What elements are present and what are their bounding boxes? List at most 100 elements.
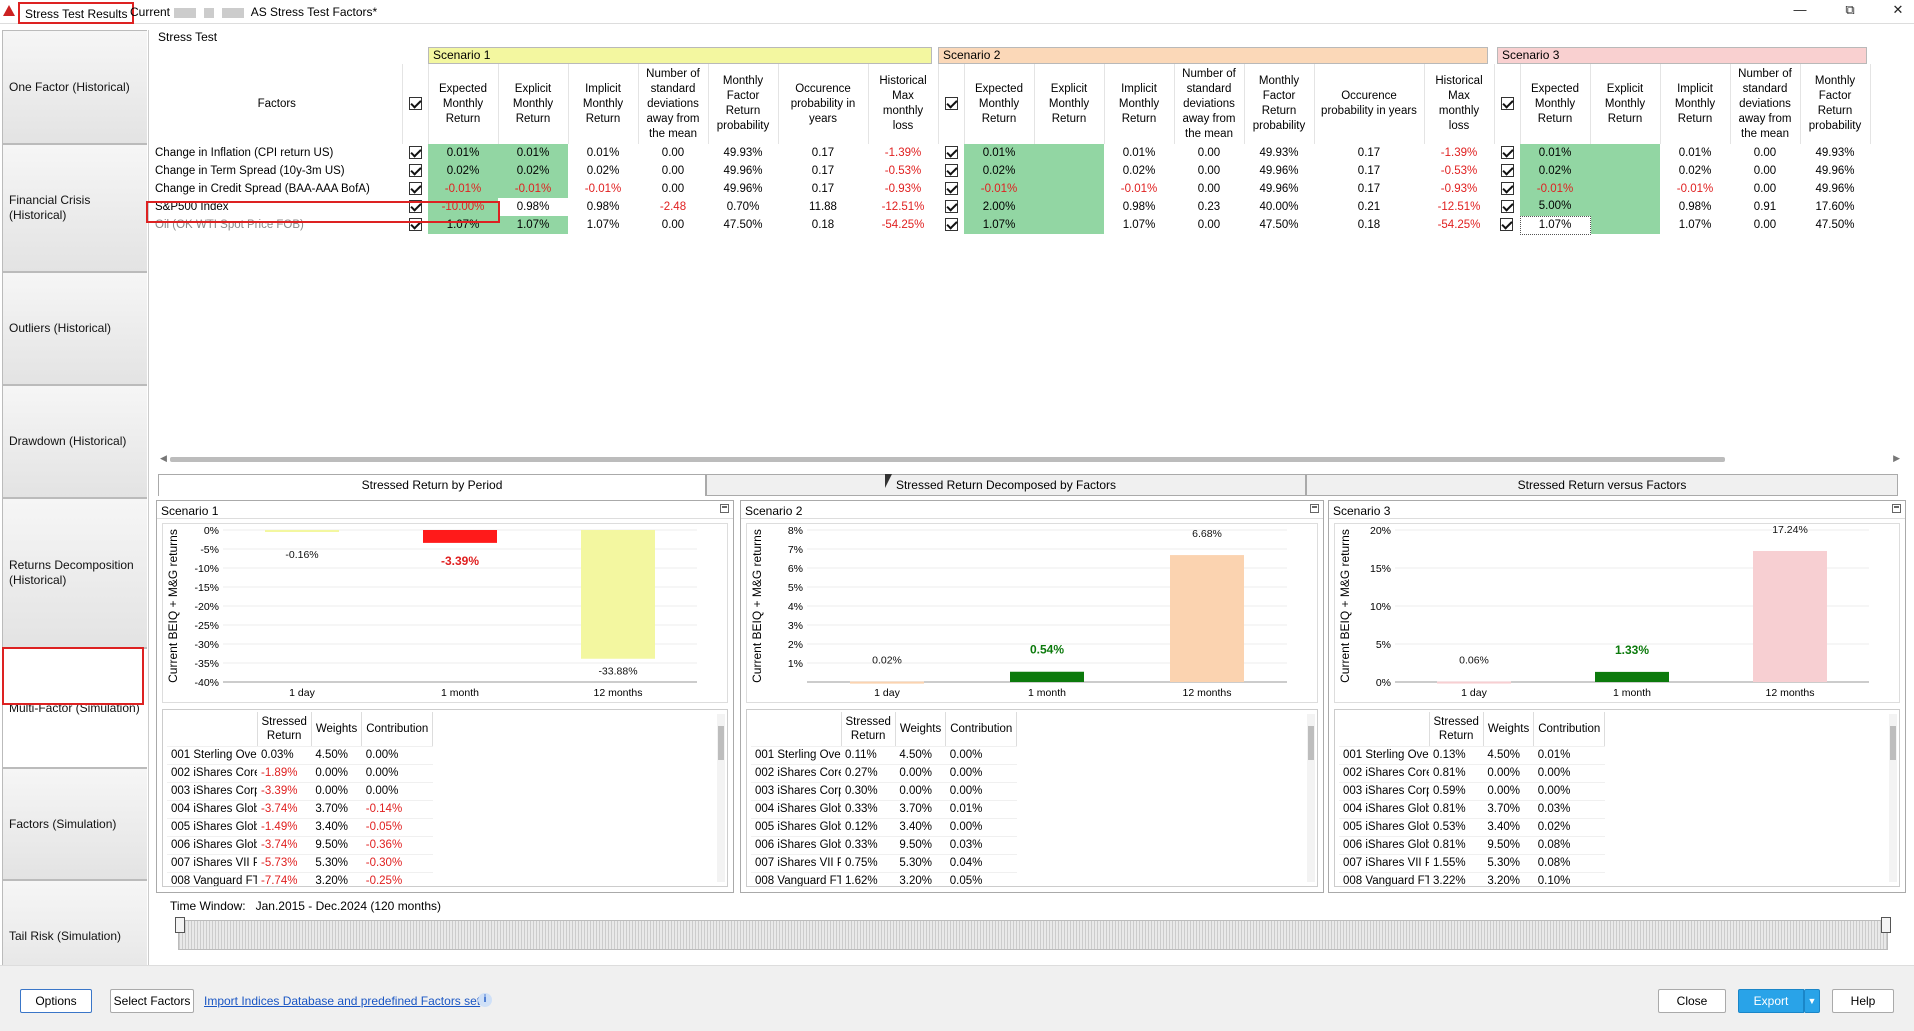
table-row[interactable]: 002 iShares Core U-1.89%0.00%0.00% [167, 764, 433, 783]
table-row[interactable]: 004 iShares Globa 0.81% 3.70% 0.03% [1339, 800, 1605, 819]
factor-row[interactable]: Change in Term Spread (10y-3m US) 0.02% 0.… [152, 162, 1870, 180]
factor-name[interactable]: Oil (OK WTI Spot Price FOB) [155, 218, 304, 231]
scrollbar-thumb[interactable] [170, 457, 1725, 462]
sidebar-item-one-factor[interactable]: One Factor (Historical) [2, 30, 147, 144]
factor-include-checkbox[interactable] [1494, 198, 1520, 216]
select-factors-button[interactable]: Select Factors [110, 989, 194, 1013]
factor-include-checkbox[interactable] [402, 198, 428, 216]
vertical-scrollbar[interactable] [1307, 714, 1315, 882]
scenario-3-cell[interactable]: -0.01% [1520, 180, 1590, 198]
vertical-scrollbar[interactable] [717, 714, 725, 882]
bar-0[interactable] [265, 530, 339, 532]
factor-row[interactable]: S&P500 Index -10.00% 0.98% 0.98% -2.48 0.70% 1… [152, 198, 1870, 216]
table-row[interactable]: 008 Vanguard FTS1.62%3.20%0.05% [751, 872, 1017, 886]
info-icon[interactable]: i [478, 993, 492, 1007]
checkbox-icon[interactable] [1500, 199, 1514, 213]
table-row[interactable]: 005 iShares Globa -1.49% 3.40% -0.05% [167, 818, 433, 837]
table-row[interactable]: 007 iShares VII PL-5.73%5.30%-0.30% [167, 854, 433, 873]
factor-include-checkbox[interactable] [938, 162, 964, 180]
bar-2[interactable] [1753, 550, 1827, 682]
scenario-1-select-all-checkbox[interactable] [402, 64, 429, 144]
factor-include-checkbox[interactable] [402, 216, 428, 234]
table-row[interactable]: 003 iShares Corpo0.59%0.00%0.00% [1339, 782, 1605, 801]
minimize-panel-icon[interactable] [1892, 504, 1901, 513]
help-button[interactable]: Help [1832, 989, 1894, 1013]
checkbox-icon[interactable] [944, 145, 958, 159]
factor-name[interactable]: Change in Inflation (CPI return US) [155, 146, 334, 159]
table-row[interactable]: 005 iShares Globa 0.12% 3.40% 0.00% [751, 818, 1017, 837]
tab-stressed-return-decomposed[interactable]: Stressed Return Decomposed by Factors [706, 474, 1306, 496]
factor-include-checkbox[interactable] [1494, 144, 1520, 162]
bar-1[interactable] [423, 530, 497, 543]
table-row[interactable]: 008 Vanguard FTS-7.74%3.20%-0.25% [167, 872, 433, 886]
options-button[interactable]: Options [20, 989, 92, 1013]
scenario-2-select-all-checkbox[interactable] [938, 64, 965, 144]
table-row[interactable]: 001 Sterling Overn0.11%4.50%0.00% [751, 746, 1017, 765]
factor-row[interactable]: Change in Credit Spread (BAA-AAA BofA) -0… [152, 180, 1870, 198]
time-window-slider[interactable] [175, 917, 1891, 950]
scenario-1-cell[interactable]: 0.98% [516, 200, 550, 213]
scenario-1-cell[interactable]: 1.07% [428, 216, 498, 234]
bar-2[interactable] [581, 530, 655, 659]
table-row[interactable]: 008 Vanguard FTS3.22%3.20%0.10% [1339, 872, 1605, 886]
factor-name[interactable]: S&P500 Index [155, 200, 229, 213]
factor-row[interactable]: Oil (OK WTI Spot Price FOB) 1.07% 1.07% 1.0… [152, 215, 1870, 235]
import-indices-link[interactable]: Import Indices Database and predefined F… [204, 994, 481, 1008]
checkbox-icon[interactable] [1500, 96, 1514, 110]
bar-1[interactable] [1010, 671, 1084, 682]
bar-2[interactable] [1170, 555, 1244, 682]
sidebar-item-factors-simulation[interactable]: Factors (Simulation) [2, 768, 147, 880]
scenario-1-cell[interactable]: 0.01% [498, 144, 568, 162]
scenario-2-cell[interactable]: 2.00% [964, 198, 1034, 216]
table-row[interactable]: 003 iShares Corpo0.30%0.00%0.00% [751, 782, 1017, 801]
slider-start-handle[interactable] [175, 917, 185, 933]
checkbox-icon[interactable] [1500, 217, 1514, 231]
table-row[interactable]: 004 iShares Globa -3.74% 3.70% -0.14% [167, 800, 433, 819]
stress-test-results-tab[interactable]: Stress Test Results [18, 2, 135, 24]
export-dropdown-icon[interactable]: ▼ [1804, 989, 1820, 1013]
sidebar-item-outliers[interactable]: Outliers (Historical) [2, 272, 147, 385]
sidebar-item-financial-crisis[interactable]: Financial Crisis (Historical) [2, 144, 147, 272]
scenario-1-cell[interactable]: -0.01% [498, 180, 568, 198]
checkbox-icon[interactable] [408, 145, 422, 159]
factor-include-checkbox[interactable] [938, 144, 964, 162]
bar-0[interactable] [850, 681, 924, 684]
scenario-1-cell[interactable]: 0.02% [498, 162, 568, 180]
maximize-icon[interactable]: ⧉ [1845, 2, 1855, 17]
checkbox-icon[interactable] [944, 163, 958, 177]
slider-end-handle[interactable] [1881, 917, 1891, 933]
scroll-left-arrow[interactable]: ◀ [160, 453, 167, 463]
vertical-scrollbar[interactable] [1889, 714, 1897, 882]
scenario-3-cell[interactable]: 5.00% [1520, 198, 1590, 216]
bar-1[interactable] [1595, 671, 1669, 682]
table-row[interactable]: 001 Sterling Overn0.03%4.50%0.00% [167, 746, 433, 765]
bar-0[interactable] [1437, 681, 1511, 684]
table-row[interactable]: 002 iShares Core U0.81%0.00%0.00% [1339, 764, 1605, 783]
table-row[interactable]: 006 iShares Globa 0.33% 9.50% 0.03% [751, 836, 1017, 855]
horizontal-scrollbar[interactable]: ◀ ▶ [160, 453, 1900, 463]
scenario-2-cell[interactable]: -0.01% [964, 180, 1034, 198]
scenario-1-cell[interactable]: -0.01% [428, 180, 498, 198]
scrollbar-thumb[interactable] [718, 726, 724, 760]
table-row[interactable]: 004 iShares Globa 0.33% 3.70% 0.01% [751, 800, 1017, 819]
checkbox-icon[interactable] [1500, 163, 1514, 177]
scenario-1-cell[interactable]: 1.07% [498, 216, 568, 234]
table-row[interactable]: 007 iShares VII PL0.75%5.30%0.04% [751, 854, 1017, 873]
factor-name[interactable]: Change in Credit Spread (BAA-AAA BofA) [155, 182, 370, 195]
factor-include-checkbox[interactable] [938, 198, 964, 216]
table-row[interactable]: 006 iShares Globa -3.74% 9.50% -0.36% [167, 836, 433, 855]
scenario-2-cell[interactable]: 0.01% [964, 144, 1034, 162]
factor-name[interactable]: Change in Term Spread (10y-3m US) [155, 164, 345, 177]
checkbox-icon[interactable] [408, 163, 422, 177]
checkbox-icon[interactable] [1500, 145, 1514, 159]
export-button[interactable]: Export [1738, 989, 1804, 1013]
checkbox-icon[interactable] [408, 181, 422, 195]
factor-include-checkbox[interactable] [402, 180, 428, 198]
checkbox-icon[interactable] [408, 199, 422, 213]
factor-include-checkbox[interactable] [402, 162, 428, 180]
minimize-panel-icon[interactable] [720, 504, 729, 513]
factor-include-checkbox[interactable] [402, 144, 428, 162]
sidebar-item-drawdown[interactable]: Drawdown (Historical) [2, 385, 147, 498]
scroll-right-arrow[interactable]: ▶ [1893, 453, 1900, 463]
factor-include-checkbox[interactable] [1494, 180, 1520, 198]
